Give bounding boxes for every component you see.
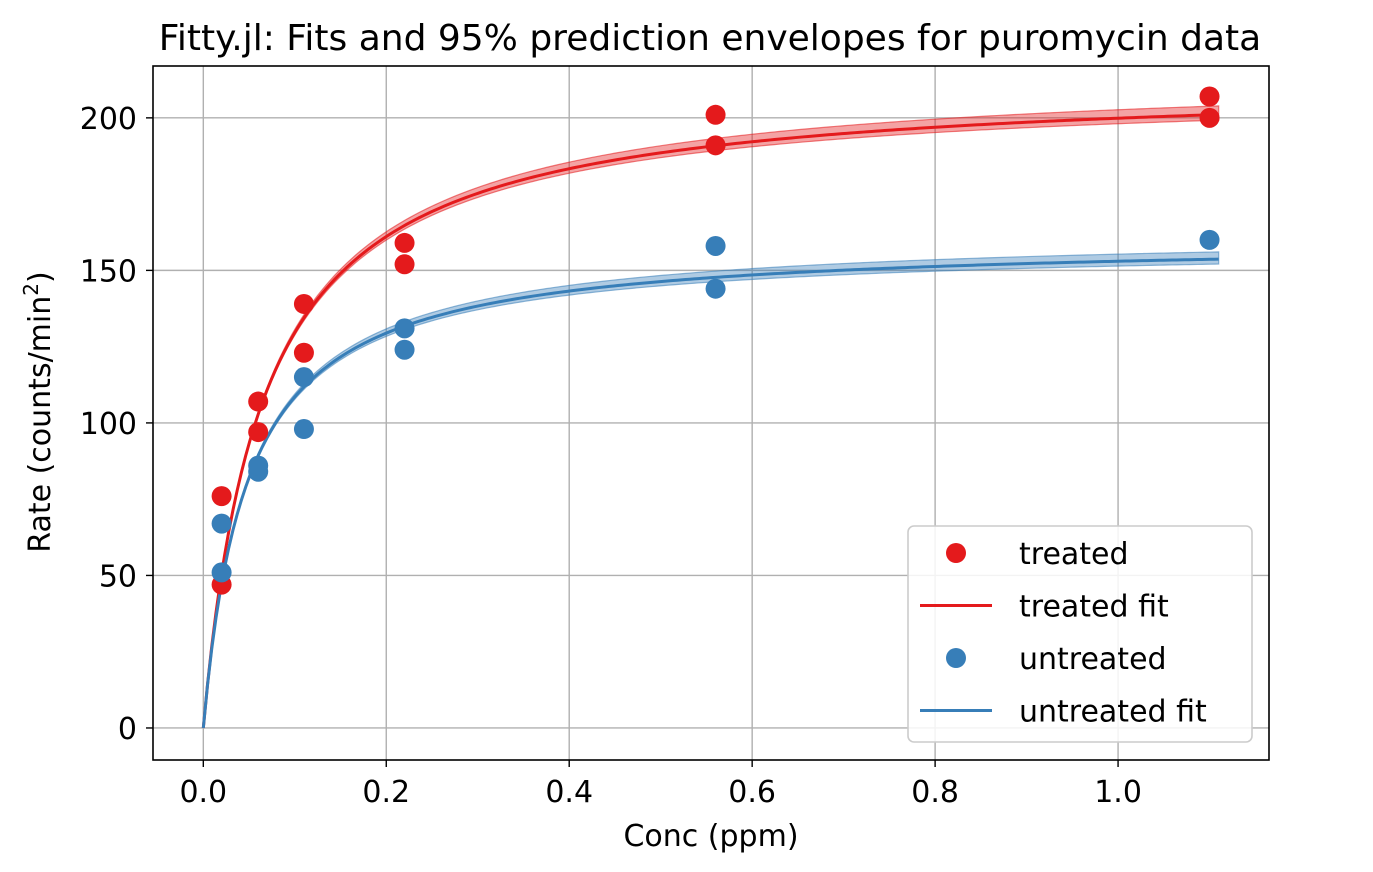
legend-marker [946, 543, 966, 563]
data-point [248, 422, 269, 443]
legend-label: treated fit [1019, 590, 1169, 625]
data-point [705, 104, 726, 125]
data-point [394, 318, 415, 339]
data-point [293, 342, 314, 363]
x-axis-ticks: 0.0 0.2 0.4 0.6 0.8 1.0 [179, 760, 1142, 810]
data-point [293, 419, 314, 440]
data-point [394, 232, 415, 253]
x-tick-label: 1.0 [1094, 775, 1142, 810]
data-point [248, 455, 269, 476]
legend-label: treated [1019, 537, 1129, 572]
data-point [394, 254, 415, 275]
fit-line [201, 257, 1219, 729]
data-point [1199, 107, 1220, 128]
data-point [1199, 229, 1220, 250]
data-points [211, 86, 1220, 595]
x-tick-label: 0.2 [362, 775, 410, 810]
prediction-band [202, 251, 1220, 729]
y-tick-label: 100 [80, 407, 137, 442]
data-point [394, 339, 415, 360]
y-axis-ticks: 0 50 100 150 200 [80, 102, 153, 747]
data-point [293, 367, 314, 388]
y-axis-title-close: ) [23, 271, 58, 283]
plot-frame [152, 65, 1270, 761]
x-tick-label: 0.6 [728, 775, 776, 810]
y-tick-label: 50 [99, 559, 137, 594]
data-point [211, 562, 232, 583]
x-tick-label: 0.0 [179, 775, 227, 810]
x-tick-label: 0.4 [545, 775, 593, 810]
x-axis-title: Conc (ppm) [623, 819, 798, 854]
data-point [293, 293, 314, 314]
y-axis-title-main: Rate (counts/min [23, 296, 58, 553]
y-tick-label: 0 [118, 712, 137, 747]
data-point [1199, 86, 1220, 107]
y-tick-label: 150 [80, 254, 137, 289]
legend-label: untreated fit [1019, 695, 1207, 730]
data-point [248, 391, 269, 412]
y-axis-title-superscript: 2 [19, 283, 43, 296]
data-point [705, 278, 726, 299]
legend: treated treated fit untreated untreated fit [907, 525, 1253, 743]
data-point [705, 135, 726, 156]
y-axis-title: Rate (counts/min2) [19, 271, 58, 552]
data-point [211, 486, 232, 507]
data-point [705, 235, 726, 256]
prediction-band [202, 105, 1220, 729]
chart-title: Fitty.jl: Fits and 95% prediction envelo… [159, 18, 1261, 59]
legend-marker [946, 648, 966, 668]
legend-frame [907, 525, 1253, 743]
prediction-bands [202, 105, 1220, 729]
x-tick-label: 0.8 [911, 775, 959, 810]
data-point [211, 513, 232, 534]
legend-label: untreated [1019, 642, 1167, 677]
y-tick-label: 200 [80, 102, 137, 137]
